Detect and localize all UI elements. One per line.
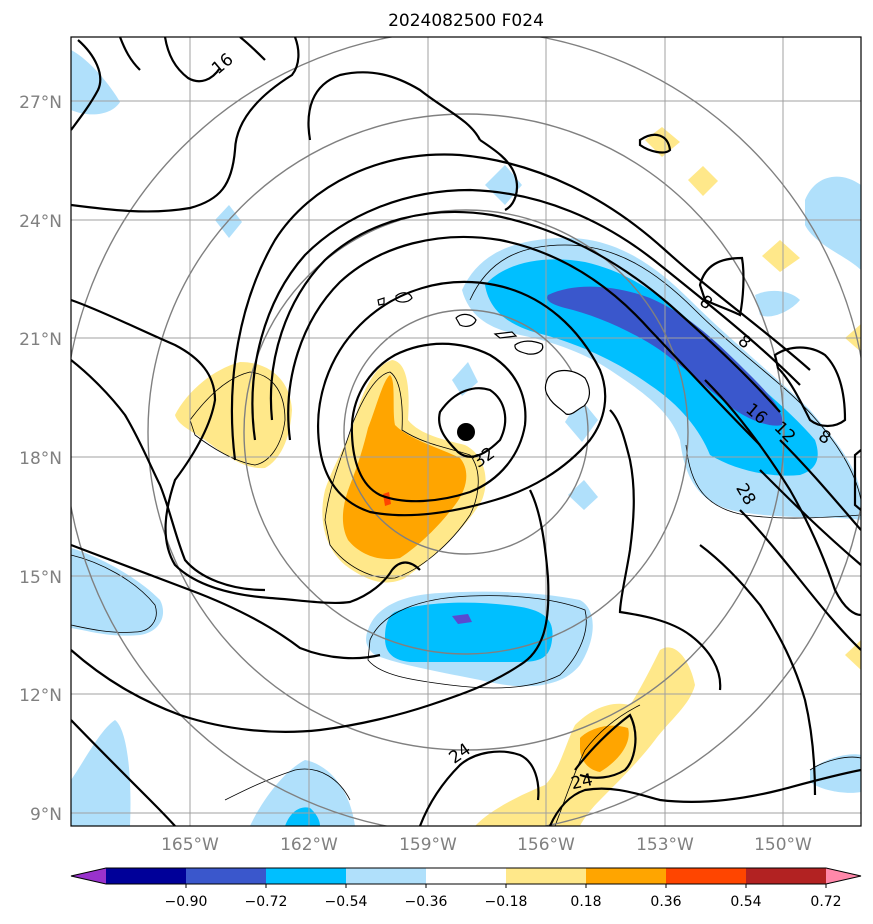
colorbar-label: −0.36 <box>405 894 448 910</box>
lat-tick-label: 27°N <box>19 93 62 113</box>
neg-band-ne-mid <box>485 259 818 476</box>
storm-center-marker <box>457 423 475 441</box>
island-oahu <box>455 313 477 327</box>
colorbar-label: −0.90 <box>165 894 208 910</box>
neg-patch-hawaii <box>452 362 478 396</box>
pos-patch-center-strong <box>383 492 391 506</box>
neg-patch-south-strong <box>452 614 472 624</box>
neg-patch-far-ne <box>805 176 861 270</box>
colorbar-label: 0.72 <box>810 894 841 910</box>
colorbar-segment <box>346 868 427 884</box>
colorbar-segment <box>186 868 267 884</box>
colorbar-segment <box>746 868 827 884</box>
lat-tick-label: 18°N <box>19 449 62 469</box>
colorbar: −0.90 −0.72 −0.54 −0.36 −0.18 0.18 0.36 0.54 0.7… <box>70 867 862 910</box>
colorbar-outline <box>70 867 862 885</box>
lat-tick-label: 21°N <box>19 330 62 350</box>
colorbar-label: −0.18 <box>485 894 528 910</box>
neg-patch-west <box>71 548 164 636</box>
island-kauai <box>395 292 413 303</box>
neg-band-ne-strong <box>547 286 783 426</box>
colorbar-label: −0.54 <box>325 894 368 910</box>
coastlines <box>377 292 590 415</box>
lat-tick-label: 12°N <box>19 686 62 706</box>
colorbar-segment <box>666 868 747 884</box>
lon-tick-label: 162°W <box>280 835 338 855</box>
lat-tick-label: 15°N <box>19 568 62 588</box>
island-molokai <box>493 331 518 339</box>
colorbar-segment <box>106 868 187 884</box>
gridlines <box>71 37 861 826</box>
neg-patch-se <box>810 754 861 793</box>
lon-tick-label: 153°W <box>636 835 694 855</box>
colorbar-label: 0.36 <box>650 894 681 910</box>
lon-tick-label: 156°W <box>517 835 575 855</box>
contour-label: 24 <box>569 770 594 794</box>
pos-patch-ne2 <box>688 166 718 196</box>
lat-tick-label: 9°N <box>30 805 62 825</box>
colorbar-segment <box>506 868 587 884</box>
island-maui <box>514 340 544 355</box>
map-content: 16 8 8 8 16 12 28 32 24 24 <box>71 37 861 826</box>
map-panel: 16 8 8 8 16 12 28 32 24 24 <box>70 36 862 827</box>
colorbar-label: −0.72 <box>245 894 288 910</box>
lat-axis: 27°N 24°N 21°N 18°N 15°N 12°N 9°N <box>19 93 62 825</box>
neg-patch-ne-small <box>755 290 800 317</box>
lon-tick-label: 165°W <box>161 835 219 855</box>
pos-patch-ne3 <box>762 240 800 272</box>
lon-tick-label: 159°W <box>399 835 457 855</box>
colorbar-segment <box>426 868 507 884</box>
colorbar-segment <box>586 868 667 884</box>
lon-axis: 165°W 162°W 159°W 156°W 153°W 150°W <box>161 835 812 855</box>
shaded-field <box>71 50 861 826</box>
neg-patch-sw <box>71 720 131 826</box>
lat-tick-label: 24°N <box>19 212 62 232</box>
colorbar-ticks <box>185 884 827 888</box>
neg-patch-s-mid <box>285 807 320 826</box>
colorbar-labels: −0.90 −0.72 −0.54 −0.36 −0.18 0.18 0.36 0.54 0.7… <box>165 894 842 910</box>
main-contours <box>71 37 861 826</box>
neg-patch-mid-e <box>568 480 598 510</box>
lon-tick-label: 150°W <box>754 835 812 855</box>
island-big <box>544 369 590 415</box>
colorbar-segment <box>826 868 861 884</box>
colorbar-segment <box>71 868 106 884</box>
colorbar-label: 0.54 <box>730 894 761 910</box>
pos-patch-west <box>175 362 292 469</box>
map-frame <box>70 36 862 827</box>
range-rings <box>71 37 861 826</box>
colorbar-segments <box>71 868 861 884</box>
chart-title: 2024082500 F024 <box>388 11 544 31</box>
colorbar-segment <box>266 868 347 884</box>
pos-patch-south-mid <box>580 725 629 772</box>
neg-patch-nw <box>71 50 120 115</box>
island-niihau <box>377 297 385 306</box>
neg-patch-south-mid <box>385 602 553 662</box>
colorbar-label: 0.18 <box>570 894 601 910</box>
